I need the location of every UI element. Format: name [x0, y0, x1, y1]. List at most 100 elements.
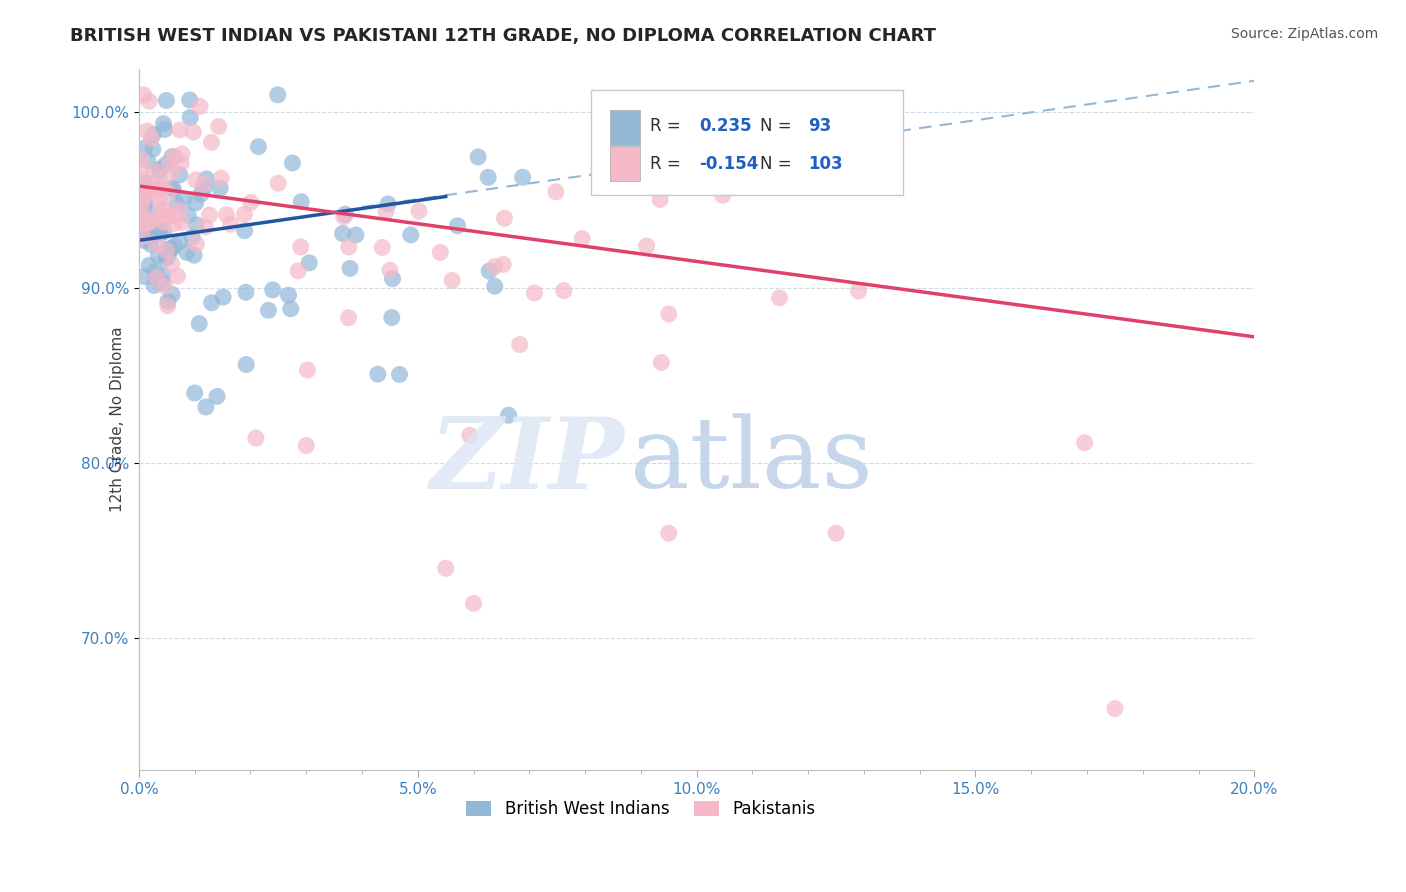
- Point: [156, 243, 179, 257]
- Point: [553, 284, 575, 298]
- Point: [198, 208, 221, 222]
- Point: [163, 239, 186, 253]
- Point: [280, 301, 302, 316]
- Point: [157, 243, 180, 257]
- Point: [381, 271, 404, 285]
- Point: [441, 273, 464, 287]
- Text: 0.235: 0.235: [699, 117, 751, 135]
- Point: [153, 202, 176, 217]
- Point: [381, 310, 404, 325]
- Point: [162, 183, 184, 197]
- Point: [467, 150, 489, 164]
- Point: [205, 389, 228, 403]
- Point: [339, 261, 361, 276]
- Point: [177, 208, 200, 222]
- Point: [143, 278, 166, 293]
- Point: [170, 146, 193, 161]
- Point: [848, 284, 870, 298]
- Point: [484, 260, 506, 274]
- Point: [136, 153, 159, 168]
- Point: [630, 158, 652, 172]
- Text: R =: R =: [650, 117, 686, 135]
- Point: [179, 93, 201, 107]
- Point: [219, 217, 242, 231]
- Point: [152, 225, 174, 239]
- Point: [141, 214, 163, 228]
- Point: [512, 170, 534, 185]
- Point: [148, 164, 170, 178]
- Point: [257, 303, 280, 318]
- Point: [200, 136, 222, 150]
- Point: [131, 193, 153, 207]
- Point: [138, 94, 160, 108]
- Point: [281, 156, 304, 170]
- Text: 93: 93: [808, 117, 831, 135]
- Point: [332, 227, 354, 241]
- Point: [134, 234, 156, 248]
- Point: [142, 142, 165, 156]
- Point: [498, 409, 520, 423]
- Point: [408, 204, 430, 219]
- Point: [155, 252, 177, 266]
- Point: [183, 125, 205, 139]
- Point: [139, 237, 162, 252]
- Point: [156, 299, 179, 313]
- Point: [152, 117, 174, 131]
- Point: [131, 152, 153, 166]
- Point: [145, 270, 167, 285]
- Point: [163, 217, 186, 231]
- Point: [167, 235, 190, 249]
- Point: [167, 203, 190, 218]
- Point: [188, 317, 211, 331]
- Point: [139, 131, 162, 145]
- Point: [153, 279, 176, 293]
- FancyBboxPatch shape: [610, 146, 640, 181]
- Point: [134, 194, 156, 208]
- Point: [159, 242, 181, 256]
- Point: [134, 217, 156, 231]
- Point: [160, 287, 183, 301]
- Point: [267, 87, 290, 102]
- Point: [139, 232, 162, 246]
- Point: [344, 227, 367, 242]
- Point: [658, 307, 681, 321]
- Point: [209, 181, 232, 195]
- Point: [523, 285, 546, 300]
- Point: [183, 248, 205, 262]
- Point: [149, 227, 172, 241]
- Point: [371, 240, 394, 254]
- Point: [287, 264, 309, 278]
- Point: [823, 92, 845, 106]
- Point: [152, 268, 174, 282]
- Point: [143, 164, 166, 178]
- Point: [155, 244, 177, 258]
- Point: [399, 227, 422, 242]
- Point: [156, 249, 179, 263]
- Point: [131, 198, 153, 212]
- Point: [658, 526, 681, 541]
- Point: [148, 193, 170, 207]
- Point: [138, 258, 160, 272]
- Point: [477, 170, 499, 185]
- Point: [245, 431, 267, 445]
- Point: [184, 195, 207, 210]
- Point: [212, 290, 235, 304]
- Point: [194, 220, 217, 235]
- Point: [166, 197, 188, 211]
- Text: atlas: atlas: [630, 414, 873, 509]
- Point: [711, 188, 734, 202]
- Point: [492, 257, 515, 271]
- Point: [160, 257, 183, 271]
- Point: [157, 157, 180, 171]
- Point: [235, 285, 257, 300]
- Point: [208, 120, 231, 134]
- Point: [155, 157, 177, 171]
- Point: [247, 139, 270, 153]
- Point: [170, 216, 193, 230]
- FancyBboxPatch shape: [610, 110, 640, 145]
- Point: [135, 189, 157, 203]
- Point: [176, 245, 198, 260]
- Point: [239, 195, 262, 210]
- Point: [166, 269, 188, 284]
- FancyBboxPatch shape: [591, 89, 903, 194]
